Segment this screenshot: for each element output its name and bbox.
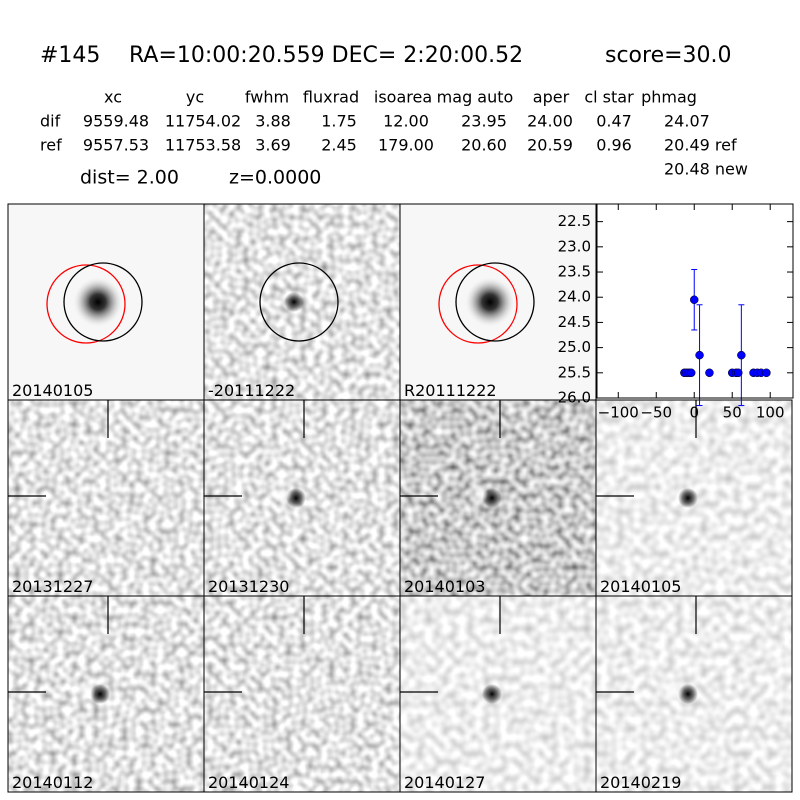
- cutout-panel: 20131227: [7, 399, 205, 597]
- light-curve: 22.5 23.0 23.5 24.0 24.5 25.0 25.5 26.0 −100 −50 0…: [558, 203, 794, 422]
- cutout-panel: 20131230: [203, 399, 401, 597]
- table-cell: 3.69: [255, 136, 291, 155]
- residual: [76, 680, 96, 700]
- source: [284, 292, 304, 312]
- marker: [737, 350, 746, 360]
- panel-label: -20111222: [208, 381, 295, 400]
- y-tick-label: 23.5: [558, 263, 591, 281]
- score: score=30.0: [605, 43, 732, 68]
- y-tick-label: 26.0: [558, 389, 591, 407]
- cutout-panel: 20140127: [399, 595, 597, 793]
- table-cell: 24.07: [664, 112, 710, 131]
- column-header: yc: [186, 88, 204, 107]
- panel-frame: [595, 595, 793, 793]
- panel-label: 20140105: [600, 577, 681, 596]
- panels: 20140105 -20111222 R20111222 20131227 201312…: [7, 203, 793, 793]
- column-header: xc: [104, 88, 122, 107]
- source: [72, 276, 124, 328]
- table-cell: 0.47: [596, 112, 632, 131]
- cutout-panel: 20140124: [203, 595, 401, 793]
- y-tick-label: 25.5: [558, 363, 591, 381]
- y-tick-label: 25.0: [558, 338, 591, 356]
- redshift: z=0.0000: [229, 167, 321, 189]
- column-header: cl star: [584, 88, 634, 107]
- aperture: [259, 262, 339, 342]
- residual: [272, 484, 292, 504]
- cutout-image: [204, 596, 400, 792]
- x-tick-label: 100: [756, 404, 785, 422]
- column-header: isoarea: [374, 88, 432, 107]
- table-cell: 9559.48: [83, 112, 149, 131]
- cutout-panel: 20140103: [399, 399, 597, 597]
- source: [678, 488, 698, 508]
- x-tick-label: 50: [723, 404, 742, 422]
- coordinates: RA=10:00:20.559 DEC= 2:20:00.52: [129, 43, 523, 68]
- aperture: [63, 262, 143, 342]
- column-header: fwhm: [245, 88, 289, 107]
- table-cell: 1.75: [321, 112, 357, 131]
- y-tick-label: 22.5: [558, 212, 591, 230]
- table-cell: 23.95: [461, 112, 507, 131]
- panel-label: 20140103: [404, 577, 485, 596]
- table-cell: 20.59: [527, 136, 573, 155]
- cutout-panel: -20111222: [203, 203, 401, 401]
- cutout-image: [8, 400, 204, 596]
- y-tick-label: 24.0: [558, 288, 591, 306]
- aperture: [455, 262, 535, 342]
- column-header: mag auto: [437, 88, 514, 107]
- table-cell: 20.60: [461, 136, 507, 155]
- table-cell: 2.45: [321, 136, 357, 155]
- panel-label: 20140112: [12, 773, 93, 792]
- column-header: aper: [533, 88, 570, 107]
- cutout-panel: 20140105: [595, 399, 793, 597]
- plot-frame: [596, 203, 794, 399]
- y-tick-label: 24.5: [558, 313, 591, 331]
- y-tick-label: 23.0: [558, 237, 591, 255]
- table-cell: 9557.53: [83, 136, 149, 155]
- table-cell: 3.88: [255, 112, 291, 131]
- source: [464, 276, 516, 328]
- distance: dist= 2.00: [80, 167, 179, 189]
- marker: [686, 368, 696, 378]
- x-tick-label: −100: [598, 404, 639, 422]
- panel-label: 20131227: [12, 577, 93, 596]
- cutout-panel: 20140105: [7, 203, 205, 401]
- panel-label: 20140105: [12, 381, 93, 400]
- object-id: #145: [40, 43, 100, 68]
- table-cell: 11753.58: [165, 136, 241, 155]
- aperture-red: [46, 264, 126, 344]
- aperture-red: [438, 264, 518, 344]
- panel-label: 20131230: [208, 577, 289, 596]
- panel-label: R20111222: [404, 381, 497, 400]
- x-tick-label: 0: [689, 404, 699, 422]
- source: [482, 684, 502, 704]
- cutout-panel: 20140112: [7, 595, 205, 793]
- table-cell: dif: [40, 112, 61, 131]
- table-cell: 0.96: [596, 136, 632, 155]
- cutout-panel: R20111222: [399, 203, 597, 401]
- marker: [734, 368, 743, 378]
- residual: [664, 680, 684, 700]
- table-cell: ref: [40, 136, 62, 155]
- marker: [695, 350, 704, 360]
- panel-label: 20140124: [208, 773, 289, 792]
- x-tick-label: −50: [640, 404, 672, 422]
- table-note: 20.48 new: [664, 160, 748, 179]
- table-cell: 179.00: [378, 136, 434, 155]
- column-header: fluxrad: [303, 88, 359, 107]
- marker: [762, 368, 771, 378]
- cutout-panel: 20140219: [595, 595, 793, 793]
- column-header: phmag: [641, 88, 697, 107]
- marker: [705, 368, 714, 378]
- table-cell: 24.00: [527, 112, 573, 131]
- table-cell: 11754.02: [165, 112, 241, 131]
- panel-label: 20140219: [600, 773, 681, 792]
- table-cell: 20.49 ref: [664, 136, 737, 155]
- residual: [468, 484, 488, 504]
- table-cell: 12.00: [383, 112, 429, 131]
- marker: [689, 295, 699, 304]
- panel-label: 20140127: [404, 773, 485, 792]
